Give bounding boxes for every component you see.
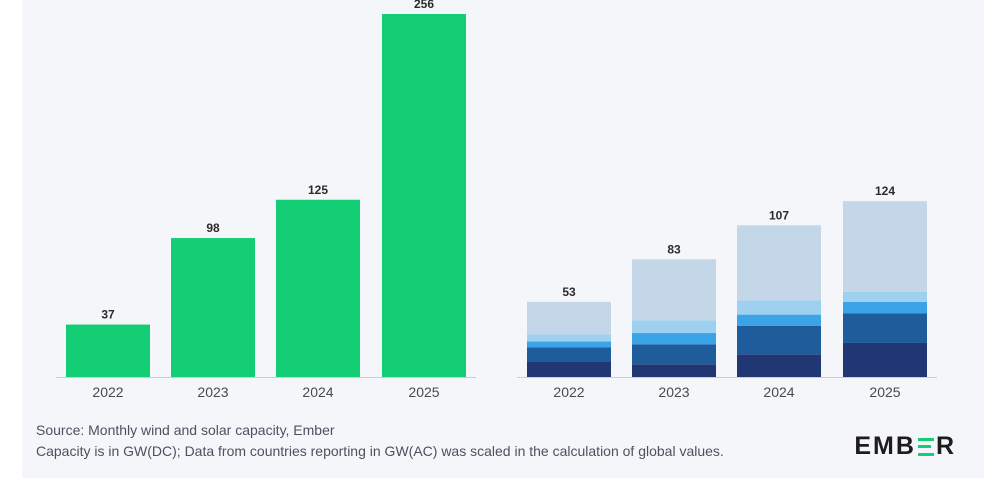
- right-bar-label-2022: 53: [562, 285, 576, 299]
- left-bar-2024: [276, 199, 360, 377]
- right-bar-2024-segment-4: [737, 300, 821, 315]
- right-bar-2023-segment-1: [632, 364, 716, 377]
- right-bar-2024-segment-1: [737, 354, 821, 377]
- left-bar-2022: [66, 324, 150, 377]
- left-bar-label-2023: 98: [206, 221, 220, 235]
- right-x-tick-2024: 2024: [763, 384, 794, 400]
- right-bar-2023-segment-2: [632, 344, 716, 365]
- right-bar-label-2023: 83: [667, 242, 681, 256]
- right-bar-2025-segment-2: [843, 313, 927, 343]
- right-bar-2024-segment-3: [737, 314, 821, 326]
- right-bar-2025-segment-4: [843, 291, 927, 302]
- right-bar-2022-segment-1: [527, 361, 611, 377]
- right-bar-2023-segment-4: [632, 320, 716, 334]
- left-bar-2025: [382, 14, 466, 377]
- right-bar-2022-segment-3: [527, 341, 611, 348]
- right-bar-2025-segment-1: [843, 342, 927, 377]
- right-bar-2024-segment-2: [737, 325, 821, 355]
- left-bar-label-2024: 125: [308, 183, 328, 197]
- left-x-tick-2025: 2025: [408, 384, 439, 400]
- right-bar-label-2024: 107: [769, 208, 789, 222]
- left-x-tick-2023: 2023: [197, 384, 228, 400]
- right-bar-2025-segment-5: [843, 201, 927, 292]
- left-x-tick-2022: 2022: [92, 384, 123, 400]
- right-bar-2022-segment-2: [527, 347, 611, 362]
- left-bar-label-2025: 256: [414, 0, 434, 11]
- ember-logo: EMB R: [854, 432, 956, 461]
- right-bar-2024-segment-5: [737, 225, 821, 301]
- logo-text-right: R: [935, 432, 956, 460]
- right-x-tick-2022: 2022: [553, 384, 584, 400]
- right-bar-2025-segment-3: [843, 301, 927, 314]
- left-x-tick-2024: 2024: [302, 384, 333, 400]
- right-bar-2022-segment-5: [527, 301, 611, 335]
- logo-text-left: EMB: [854, 432, 916, 460]
- right-bar-2022-segment-4: [527, 334, 611, 342]
- right-x-tick-2025: 2025: [869, 384, 900, 400]
- left-bar-label-2022: 37: [101, 308, 115, 322]
- right-bar-2023-segment-3: [632, 333, 716, 345]
- right-x-tick-2023: 2023: [658, 384, 689, 400]
- right-bar-2023-segment-5: [632, 259, 716, 321]
- right-bar-label-2025: 124: [875, 184, 895, 198]
- capacity-note: Capacity is in GW(DC); Data from countri…: [36, 443, 724, 459]
- left-bar-2023: [171, 238, 255, 377]
- source-note: Source: Monthly wind and solar capacity,…: [36, 422, 335, 438]
- logo-e-mark: [917, 437, 934, 456]
